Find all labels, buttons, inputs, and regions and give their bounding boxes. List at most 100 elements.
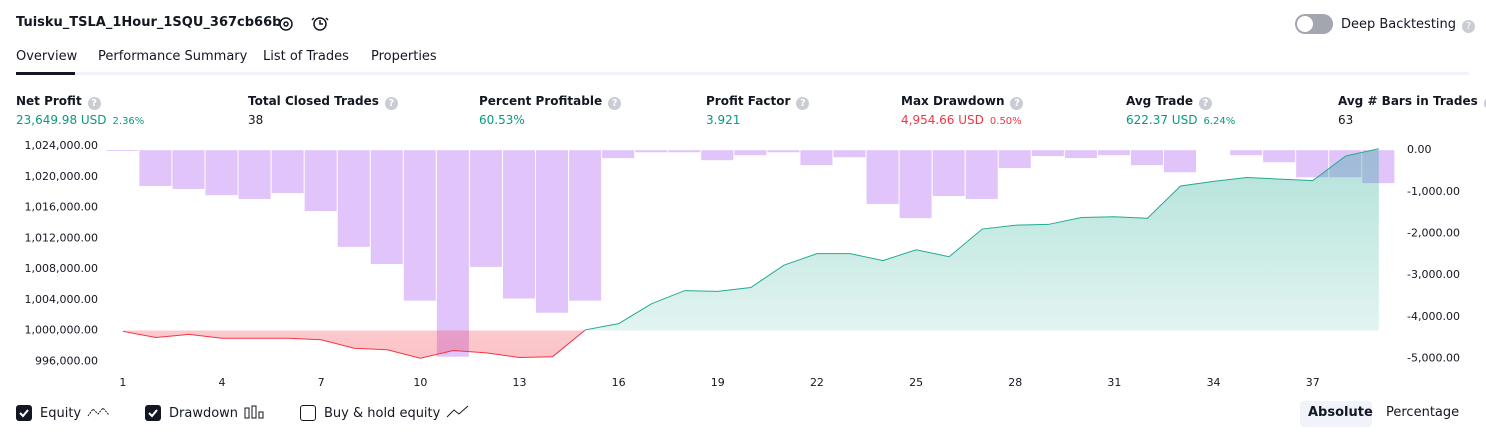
info-icon: ?	[1199, 97, 1213, 110]
info-icon: ?	[1010, 97, 1024, 110]
drawdown-bar	[569, 150, 602, 301]
y2-tick-label: 0.00	[1407, 143, 1432, 156]
info-icon: ?	[796, 97, 810, 110]
metric-label: Total Closed Trades?	[248, 94, 398, 110]
x-tick-label: 22	[810, 376, 824, 389]
y2-tick-label: -1,000.00	[1407, 185, 1460, 198]
metric-label: Net Profit?	[16, 94, 101, 110]
metric-label-text: Percent Profitable	[479, 94, 603, 108]
metric-label-text: Net Profit	[16, 94, 82, 108]
x-tick-label: 4	[219, 376, 226, 389]
x-tick-label: 31	[1107, 376, 1121, 389]
drawdown-bar	[403, 150, 436, 301]
metric-label-text: Max Drawdown	[901, 94, 1005, 108]
equity-area-up	[584, 148, 1379, 331]
drawdown-bar	[536, 150, 569, 313]
metric-value: 4,954.66 USD 0.50%	[901, 113, 1022, 127]
drawdown-bar	[172, 150, 205, 189]
drawdown-bar	[833, 150, 866, 158]
metric-label: Percent Profitable?	[479, 94, 622, 110]
y-tick-label: 1,008,000.00	[25, 262, 98, 275]
checkbox	[145, 405, 161, 421]
metric-label-text: Profit Factor	[706, 94, 791, 108]
drawdown-bar	[238, 150, 271, 199]
x-tick-label: 25	[909, 376, 923, 389]
x-tick-label: 34	[1207, 376, 1221, 389]
drawdown-bar	[1230, 150, 1263, 156]
drawdown-bar	[866, 150, 899, 204]
drawdown-bar	[370, 150, 403, 264]
view-button[interactable]: Absolute	[1308, 405, 1373, 420]
legend-label: Drawdown	[169, 406, 239, 421]
metric-label: Profit Factor?	[706, 94, 810, 110]
metric-value-text: 3.921	[706, 113, 741, 127]
metric-value-text: 38	[248, 113, 264, 127]
drawdown-bar	[965, 150, 998, 199]
tab-rule	[16, 72, 1469, 75]
drawdown-bar	[337, 150, 370, 247]
y-tick-label: 1,016,000.00	[25, 201, 98, 214]
metric-value-text: 23,649.98 USD	[16, 113, 107, 127]
y2-tick-label: -3,000.00	[1407, 268, 1460, 281]
info-icon: ?	[608, 97, 622, 110]
drawdown-bar	[1064, 150, 1097, 159]
metric-pct: 2.36%	[112, 116, 145, 127]
drawdown-bar	[932, 150, 965, 197]
view-button[interactable]: Percentage	[1386, 405, 1460, 420]
drawdown-bar	[436, 150, 469, 357]
y-tick-label: 996,000.00	[35, 354, 98, 367]
x-tick-label: 13	[512, 376, 526, 389]
toggle[interactable]	[1295, 14, 1333, 34]
metric-value-text: 622.37 USD	[1126, 113, 1198, 127]
y-tick-label: 1,000,000.00	[25, 324, 98, 337]
legend-label: Buy & hold equity	[324, 406, 441, 421]
metric-value: 63	[1338, 113, 1353, 127]
drawdown-bar	[1097, 150, 1130, 156]
metric-value: 3.921	[706, 113, 740, 127]
metric-value: 60.53%	[479, 113, 525, 127]
metric-label-text: Avg Trade	[1126, 94, 1194, 108]
drawdown-bar	[998, 150, 1031, 169]
tab[interactable]: Performance Summary	[98, 49, 248, 64]
toggle-label: Deep Backtesting?	[1341, 17, 1476, 33]
metric-pct: 6.24%	[1203, 116, 1236, 127]
x-tick-label: 28	[1008, 376, 1022, 389]
y-tick-label: 1,004,000.00	[25, 293, 98, 306]
y2-tick-label: -2,000.00	[1407, 227, 1460, 240]
drawdown-bar	[205, 150, 238, 196]
drawdown-bar	[734, 150, 767, 156]
legend-item[interactable]: Equity	[16, 405, 111, 421]
drawdown-bar	[635, 150, 668, 153]
drawdown-bar	[1031, 150, 1064, 157]
metric-label-text: Avg # Bars in Trades	[1338, 94, 1478, 108]
drawdown-bar	[668, 150, 701, 153]
drawdown-bar	[139, 150, 172, 187]
y-tick-label: 1,020,000.00	[25, 170, 98, 183]
metric-label: Avg Trade?	[1126, 94, 1213, 110]
strategy-title: Tuisku_TSLA_1Hour_1SQU_367cb66b	[16, 15, 282, 30]
tab[interactable]: List of Trades	[263, 49, 349, 64]
drawdown-bar	[767, 150, 800, 153]
info-icon: ?	[384, 97, 398, 110]
drawdown-bar	[502, 150, 536, 299]
drawdown-bar	[602, 150, 635, 159]
legend-item[interactable]: Drawdown	[145, 405, 264, 421]
info-icon: ?	[1483, 97, 1486, 110]
y-tick-label: 1,024,000.00	[25, 139, 98, 152]
legend-label: Equity	[40, 406, 82, 421]
toggle-text: Deep Backtesting	[1341, 17, 1457, 32]
tab[interactable]: Properties	[371, 49, 437, 64]
tab[interactable]: Overview	[16, 49, 78, 64]
metric-pct: 0.50%	[989, 116, 1022, 127]
equity-line-up	[583, 148, 1379, 331]
info-icon: ?	[87, 97, 101, 110]
x-tick-label: 1	[119, 376, 126, 389]
legend-item[interactable]: Buy & hold equity	[300, 405, 470, 421]
drawdown-bar	[304, 150, 337, 212]
checkbox	[300, 405, 316, 421]
equity-area-down	[122, 330, 1379, 359]
drawdown-bar	[899, 150, 932, 219]
metric-label-text: Total Closed Trades	[248, 94, 379, 108]
metric-value: 622.37 USD 6.24%	[1126, 113, 1235, 127]
x-tick-label: 7	[318, 376, 325, 389]
